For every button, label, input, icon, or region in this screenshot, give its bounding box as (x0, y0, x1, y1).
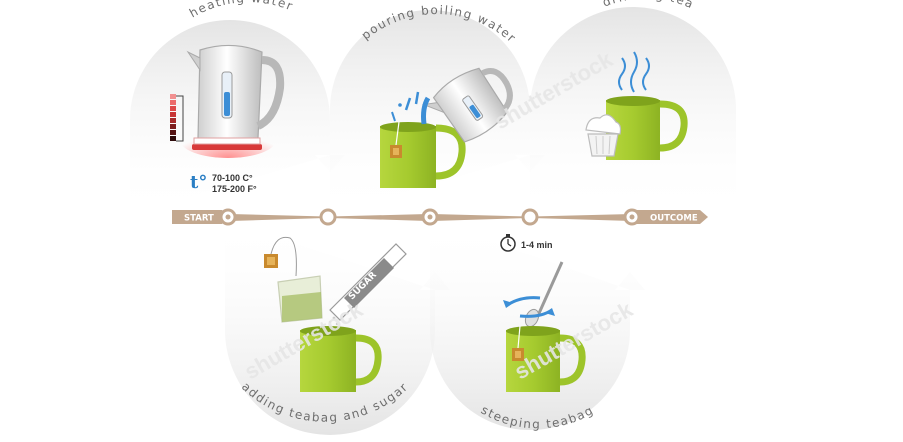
timeline-segment-3 (432, 214, 528, 221)
mug-steeping (506, 325, 586, 392)
steam-icon (618, 51, 650, 93)
temperature-symbol: t° (190, 172, 207, 193)
step-label-heating: heating water (187, 0, 296, 20)
arc-steeping (430, 220, 645, 430)
timeline-start-label: START (184, 214, 214, 224)
temperature-fahrenheit: 175-200 F° (212, 184, 257, 194)
timeline-outcome-label: OUTCOME (650, 214, 698, 224)
timeline-segment-2 (330, 214, 428, 221)
timeline-segment-1 (230, 214, 326, 221)
mug-pouring (380, 121, 466, 188)
stopwatch-icon (500, 234, 516, 252)
teabag-hanging (264, 236, 323, 323)
timeline-start-tag (172, 210, 230, 224)
steep-time: 1-4 min (521, 240, 553, 250)
stir-arrows-icon (503, 296, 555, 318)
mug-drinking (606, 96, 688, 160)
timeline-node-4 (521, 208, 539, 226)
water-splash (391, 91, 431, 125)
timeline-outcome-tag (632, 210, 708, 224)
kettle-pouring (421, 67, 513, 143)
muffin-icon (585, 114, 622, 157)
timeline: START OUTCOME (172, 208, 708, 226)
thermometer-gauge-icon (170, 94, 184, 142)
timeline-node-2 (319, 208, 337, 226)
timeline-node-3 (421, 208, 439, 226)
timeline-segment-4 (532, 214, 632, 221)
timeline-node-1 (219, 208, 237, 226)
temperature-celsius: 70-100 C° (212, 173, 253, 183)
temperature-info: t° 70-100 C° 175-200 F° (190, 172, 257, 194)
mug-adding (300, 326, 382, 392)
timeline-node-5 (623, 208, 641, 226)
upper-arcs (130, 7, 736, 216)
kettle-illustration (180, 44, 285, 158)
